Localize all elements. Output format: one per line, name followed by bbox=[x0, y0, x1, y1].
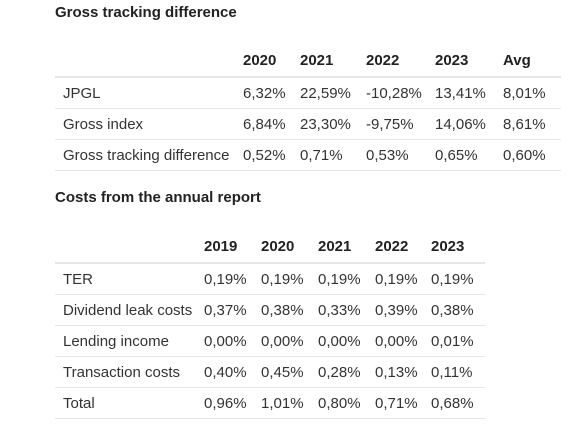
table-cell: 0,96% bbox=[204, 387, 261, 419]
column-header-2021: 2021 bbox=[318, 231, 375, 264]
tracking-difference-table: 2020 2021 2022 2023 Avg JPGL 6,32% 22,59… bbox=[55, 45, 561, 171]
table-cell: 0,68% bbox=[431, 387, 485, 419]
table-cell: 6,32% bbox=[243, 77, 300, 109]
table-cell: 0,19% bbox=[375, 263, 431, 295]
table-cell: 0,37% bbox=[204, 294, 261, 326]
column-header-2020: 2020 bbox=[261, 231, 318, 264]
table-cell: 0,38% bbox=[431, 294, 485, 326]
column-header-label bbox=[55, 45, 243, 78]
table-header-row: 2020 2021 2022 2023 Avg bbox=[55, 45, 561, 78]
column-header-2023: 2023 bbox=[435, 45, 503, 78]
table-cell: 8,61% bbox=[503, 108, 561, 140]
table-cell: 0,80% bbox=[318, 387, 375, 419]
table-cell: 0,11% bbox=[431, 356, 485, 388]
table-cell: 0,71% bbox=[300, 139, 366, 171]
row-label: Transaction costs bbox=[55, 356, 204, 388]
table-cell: 0,52% bbox=[243, 139, 300, 171]
costs-section-title: Costs from the annual report bbox=[55, 189, 261, 206]
table-cell: 0,19% bbox=[431, 263, 485, 295]
table-cell: 23,30% bbox=[300, 108, 366, 140]
table-cell: -9,75% bbox=[366, 108, 435, 140]
table-cell: 0,45% bbox=[261, 356, 318, 388]
table-cell: -10,28% bbox=[366, 77, 435, 109]
table-cell: 0,19% bbox=[318, 263, 375, 295]
table-cell: 0,13% bbox=[375, 356, 431, 388]
table-cell: 8,01% bbox=[503, 77, 561, 109]
table-cell: 0,39% bbox=[375, 294, 431, 326]
table-cell: 0,19% bbox=[204, 263, 261, 295]
row-label: Lending income bbox=[55, 325, 204, 357]
table-cell: 0,33% bbox=[318, 294, 375, 326]
table-cell: 13,41% bbox=[435, 77, 503, 109]
column-header-2023: 2023 bbox=[431, 231, 485, 264]
table-cell: 0,71% bbox=[375, 387, 431, 419]
row-label: Gross index bbox=[55, 108, 243, 140]
column-header-label bbox=[55, 231, 204, 264]
table-cell: 0,40% bbox=[204, 356, 261, 388]
table-cell: 0,00% bbox=[375, 325, 431, 357]
row-label: JPGL bbox=[55, 77, 243, 109]
table-row: TER 0,19% 0,19% 0,19% 0,19% 0,19% bbox=[55, 263, 485, 295]
table-row: Dividend leak costs 0,37% 0,38% 0,33% 0,… bbox=[55, 294, 485, 326]
table-cell: 1,01% bbox=[261, 387, 318, 419]
table-row: Transaction costs 0,40% 0,45% 0,28% 0,13… bbox=[55, 356, 485, 388]
table-header-row: 2019 2020 2021 2022 2023 bbox=[55, 231, 485, 264]
table-cell: 0,19% bbox=[261, 263, 318, 295]
table-cell: 0,60% bbox=[503, 139, 561, 171]
table-row: Gross tracking difference 0,52% 0,71% 0,… bbox=[55, 139, 561, 171]
table-row: Lending income 0,00% 0,00% 0,00% 0,00% 0… bbox=[55, 325, 485, 357]
column-header-avg: Avg bbox=[503, 45, 561, 78]
column-header-2020: 2020 bbox=[243, 45, 300, 78]
column-header-2021: 2021 bbox=[300, 45, 366, 78]
table-cell: 0,00% bbox=[318, 325, 375, 357]
column-header-2022: 2022 bbox=[375, 231, 431, 264]
table-cell: 0,53% bbox=[366, 139, 435, 171]
row-label: Gross tracking difference bbox=[55, 139, 243, 171]
row-label: Total bbox=[55, 387, 204, 419]
column-header-2022: 2022 bbox=[366, 45, 435, 78]
tracking-section-title: Gross tracking difference bbox=[55, 4, 237, 21]
table-row: JPGL 6,32% 22,59% -10,28% 13,41% 8,01% bbox=[55, 77, 561, 109]
row-label: Dividend leak costs bbox=[55, 294, 204, 326]
table-cell: 22,59% bbox=[300, 77, 366, 109]
table-cell: 14,06% bbox=[435, 108, 503, 140]
table-cell: 0,01% bbox=[431, 325, 485, 357]
table-cell: 0,65% bbox=[435, 139, 503, 171]
table-cell: 0,00% bbox=[261, 325, 318, 357]
table-cell: 0,00% bbox=[204, 325, 261, 357]
column-header-2019: 2019 bbox=[204, 231, 261, 264]
table-row: Total 0,96% 1,01% 0,80% 0,71% 0,68% bbox=[55, 387, 485, 419]
row-label: TER bbox=[55, 263, 204, 295]
annual-report-costs-table: 2019 2020 2021 2022 2023 TER 0,19% 0,19%… bbox=[55, 231, 485, 419]
table-cell: 0,28% bbox=[318, 356, 375, 388]
table-cell: 6,84% bbox=[243, 108, 300, 140]
table-cell: 0,38% bbox=[261, 294, 318, 326]
table-row: Gross index 6,84% 23,30% -9,75% 14,06% 8… bbox=[55, 108, 561, 140]
